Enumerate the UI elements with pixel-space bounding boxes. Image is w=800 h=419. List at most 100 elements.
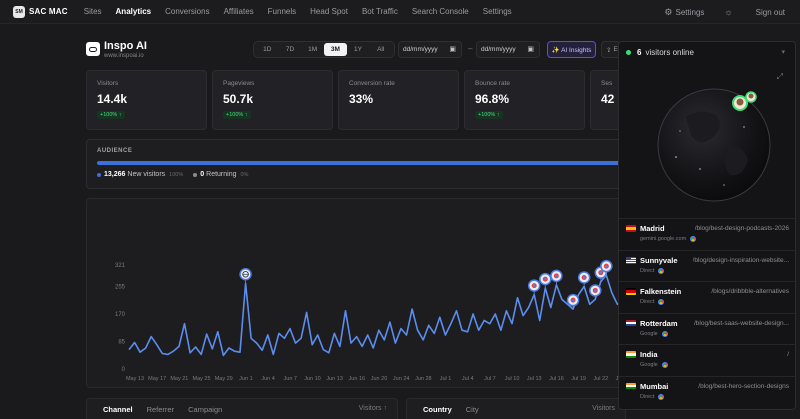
stat-card[interactable]: Bounce rate 96.8% +100% ↑ xyxy=(464,70,585,130)
visitor-source-label: Direct xyxy=(640,393,655,400)
live-visitor-row[interactable]: India / Google xyxy=(619,344,795,376)
range-1d[interactable]: 1D xyxy=(263,46,272,53)
chrome-icon-dot xyxy=(571,298,575,302)
live-visitor-row[interactable]: Rotterdam/blog/best-saas-website-design.… xyxy=(619,312,795,345)
range-3m[interactable]: 3M xyxy=(324,43,347,56)
nav-item-analytics[interactable]: Analytics xyxy=(115,7,152,16)
date-to-input[interactable]: dd/mm/yyyy ▣ xyxy=(476,41,540,58)
audience-legend: 13,266 New visitors 100% 0 Returning 0% xyxy=(97,171,258,178)
x-tick-label: Jun 13 xyxy=(326,376,343,382)
stat-card[interactable]: Conversion rate 33% xyxy=(338,70,459,130)
x-tick-label: Jun 24 xyxy=(393,376,410,382)
online-dot xyxy=(626,50,631,55)
stat-card[interactable]: Pageviews 50.7k +100% ↑ xyxy=(212,70,333,130)
stat-card[interactable]: Visitors 14.4k +100% ↑ xyxy=(86,70,207,130)
visitor-source: Direct xyxy=(640,393,665,400)
live-header[interactable]: 6 visitors online xyxy=(626,48,694,57)
brand[interactable]: SM SAC MAC xyxy=(13,5,68,18)
stat-change-badge: +100% ↑ xyxy=(97,111,125,119)
x-tick-label: Jun 4 xyxy=(261,376,274,382)
returning-label: Returning xyxy=(206,171,237,178)
nav-item-funnels[interactable]: Funnels xyxy=(267,7,297,16)
chevron-down-icon[interactable]: ▾ xyxy=(781,49,785,56)
nav-item-sites[interactable]: Sites xyxy=(83,7,102,16)
tab-country[interactable]: Country xyxy=(423,405,452,414)
sun-icon[interactable]: ☼ xyxy=(724,7,733,17)
stat-value: 42 xyxy=(601,92,615,106)
visitor-source-label: Direct xyxy=(640,267,655,274)
export-icon: ⇪ xyxy=(606,46,612,54)
date-from-input[interactable]: dd/mm/yyyy ▣ xyxy=(398,41,462,58)
live-visitor-row[interactable]: Falkenstein/blogs/dribbble-alternatives D… xyxy=(619,281,795,313)
returning-count: 0 xyxy=(200,171,205,178)
calendar-icon[interactable]: ▣ xyxy=(527,46,534,53)
flag-es-icon xyxy=(626,225,636,232)
site-url: www.inspoai.io xyxy=(104,53,144,59)
series-line xyxy=(128,274,624,357)
stat-label: Conversion rate xyxy=(349,80,395,87)
range-1y[interactable]: 1Y xyxy=(354,46,362,53)
nav-item-settings[interactable]: Settings xyxy=(482,7,512,16)
range-1m[interactable]: 1M xyxy=(308,46,318,53)
nav-right: ⚙ Settings ☼ Sign out xyxy=(664,0,800,24)
nav-item-search-console[interactable]: Search Console xyxy=(411,7,469,16)
chrome-icon xyxy=(658,299,665,305)
visitor-city: Sunnyvale xyxy=(640,255,678,265)
nav-item-conversions[interactable]: Conversions xyxy=(165,7,210,16)
visitor-city: India xyxy=(640,350,658,359)
calendar-icon[interactable]: ▣ xyxy=(449,46,456,53)
chrome-icon-dot xyxy=(544,277,547,281)
online-count: 6 xyxy=(637,48,642,57)
audience-title: AUDIENCE xyxy=(97,148,133,154)
settings-link[interactable]: ⚙ Settings xyxy=(664,7,704,18)
ai-insights-button[interactable]: ✨ AI Insights xyxy=(547,41,596,58)
country-panel: Country City Visitors xyxy=(406,398,626,419)
site-favicon xyxy=(86,42,100,56)
x-tick-label: May 21 xyxy=(170,376,188,382)
tab-city[interactable]: City xyxy=(465,405,479,414)
visitor-city: Madrid xyxy=(640,224,665,233)
expand-icon[interactable]: ⤢ xyxy=(776,72,783,81)
range-all[interactable]: All xyxy=(377,46,385,53)
visitor-path: /blog/best-hero-section-designs xyxy=(698,382,789,390)
nav-item-affiliates[interactable]: Affiliates xyxy=(223,7,254,16)
channel-sort[interactable]: Visitors ↑ xyxy=(358,405,387,412)
sign-out-link[interactable]: Sign out xyxy=(755,7,785,17)
online-label: visitors online xyxy=(645,48,694,57)
x-tick-label: Jul 16 xyxy=(549,376,564,382)
chrome-icon-dot xyxy=(605,264,608,268)
date-to-value: dd/mm/yyyy xyxy=(481,46,516,53)
tab-channel[interactable]: Channel xyxy=(103,405,133,414)
chrome-icon-dot xyxy=(599,271,602,274)
range-7d[interactable]: 7D xyxy=(285,46,295,53)
visitor-path: /blog/best-design-podcasts-2026 xyxy=(694,225,789,232)
live-visitor-row[interactable]: Sunnyvale/blog/design-inspiration-websit… xyxy=(619,249,795,282)
new-visitors-label: New visitors xyxy=(127,171,166,178)
stat-value: 14.4k xyxy=(97,92,128,106)
tab-campaign[interactable]: Campaign xyxy=(188,405,223,414)
x-tick-label: Jun 10 xyxy=(304,376,321,382)
chrome-icon xyxy=(661,330,668,337)
globe[interactable] xyxy=(656,87,772,205)
gear-icon: ⚙ xyxy=(664,6,673,17)
visitor-source-label: Direct xyxy=(640,299,655,305)
export-label: E xyxy=(613,46,618,53)
live-visitor-row[interactable]: Mumbai/blog/best-hero-section-designs Dir… xyxy=(619,375,795,408)
stat-label: Ses xyxy=(601,80,613,87)
tab-referrer[interactable]: Referrer xyxy=(146,405,175,414)
nav-item-head-spot[interactable]: Head Spot xyxy=(310,7,348,16)
visitor-city: Rotterdam xyxy=(640,318,678,328)
returning-dot xyxy=(193,172,198,177)
chrome-icon-dot xyxy=(582,276,586,279)
audience-panel: AUDIENCE 13,266 New visitors 100% 0 Retu… xyxy=(86,139,626,189)
stat-label: Visitors xyxy=(97,80,119,87)
country-sort[interactable]: Visitors xyxy=(592,405,615,412)
flag-in-icon xyxy=(626,382,636,390)
live-visitor-list: Madrid/blog/best-design-podcasts-2026 gem… xyxy=(619,218,795,408)
live-visitor-row[interactable]: Madrid/blog/best-design-podcasts-2026 gem… xyxy=(619,218,795,250)
visitor-city: Mumbai xyxy=(640,381,669,391)
nav-item-bot-traffic[interactable]: Bot Traffic xyxy=(361,7,398,16)
chrome-icon xyxy=(658,393,665,400)
stat-value: 96.8% xyxy=(475,92,510,106)
visitor-source: Direct xyxy=(640,299,665,305)
